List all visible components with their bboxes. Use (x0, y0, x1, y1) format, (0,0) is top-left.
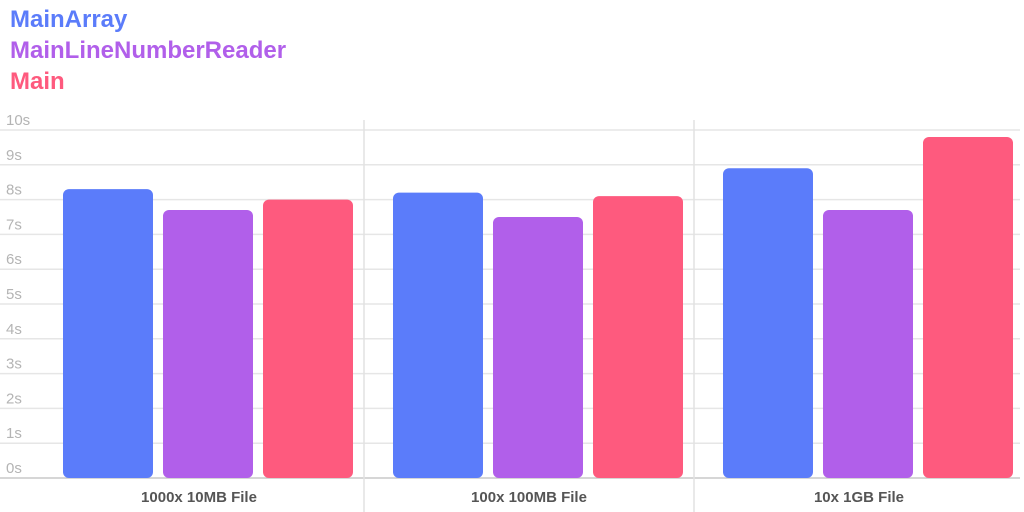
bar-mainarray-1 (63, 189, 153, 478)
y-tick-label: 6s (6, 251, 22, 268)
x-tick-label: 1000x 10MB File (141, 489, 257, 506)
bar-main-3 (923, 136, 1013, 478)
y-tick-label: 1s (6, 425, 22, 442)
x-tick-label: 10x 1GB File (814, 489, 904, 506)
bar-main-1 (263, 199, 353, 478)
y-tick-label: 9s (6, 147, 22, 164)
legend-item-mainlinenumberreader: MainLineNumberReader (10, 37, 287, 64)
bar-mainlinenumberreader-3 (823, 210, 913, 479)
y-tick-label: 4s (6, 321, 22, 338)
bar-mainlinenumberreader-1 (163, 210, 253, 479)
y-tick-label: 2s (6, 390, 22, 407)
x-tick-label: 100x 100MB File (471, 489, 587, 506)
y-tick-label: 10s (6, 112, 30, 129)
bar-mainarray-3 (723, 168, 813, 478)
legend-item-mainarray: MainArray (10, 6, 128, 33)
chart-legend: MainArray MainLineNumberReader Main (10, 4, 286, 97)
bar-mainarray-2 (393, 192, 483, 478)
y-tick-label: 3s (6, 356, 22, 373)
legend-item-main: Main (10, 68, 65, 95)
y-tick-label: 0s (6, 460, 22, 477)
bar-mainlinenumberreader-2 (493, 217, 583, 478)
bar-main-2 (593, 196, 683, 478)
y-tick-label: 8s (6, 182, 22, 199)
y-tick-label: 7s (6, 216, 22, 233)
y-tick-label: 5s (6, 286, 22, 303)
